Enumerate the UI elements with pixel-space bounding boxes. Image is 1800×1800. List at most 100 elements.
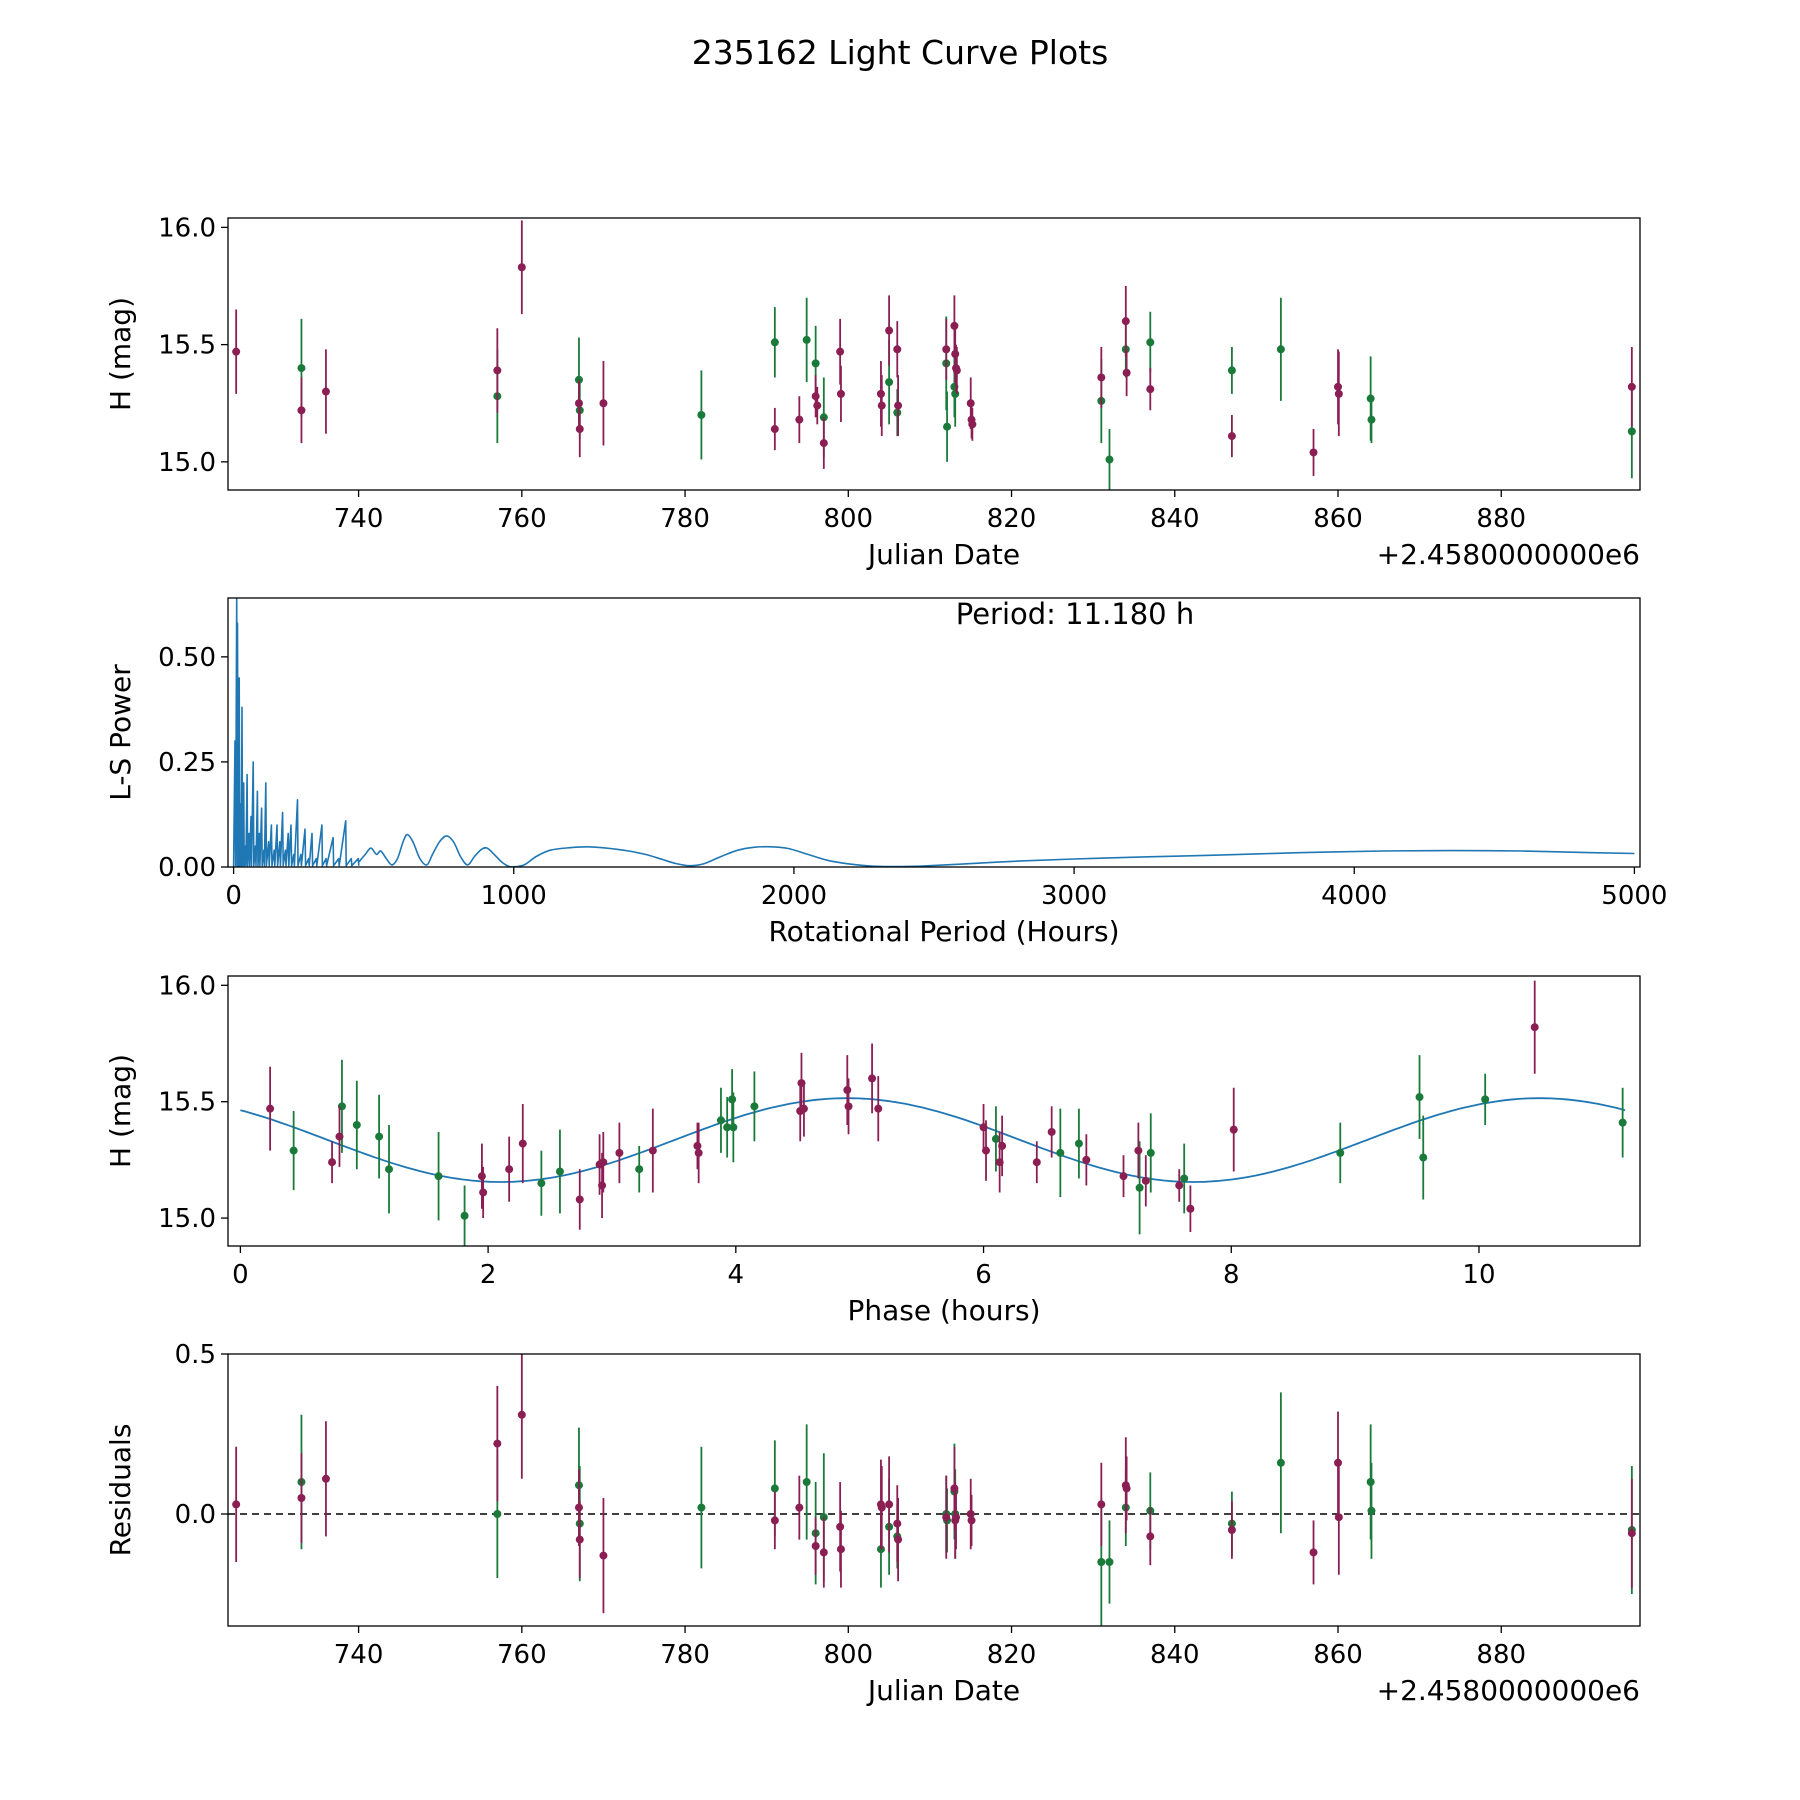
- data-point: [874, 1104, 883, 1113]
- data-point: [868, 1074, 877, 1083]
- data-point: [575, 425, 584, 434]
- data-point: [982, 1146, 991, 1155]
- x-axis-label: Julian Date: [866, 1674, 1020, 1707]
- x-tick-label: 3000: [1041, 881, 1107, 911]
- data-point: [1032, 1158, 1041, 1167]
- data-layer: [232, 220, 1636, 490]
- lightcurve-panel: 740 760 780 800 820 840 860 880 15.0 15.5 16.0 Juli…: [104, 213, 1641, 571]
- data-point: [770, 1516, 779, 1525]
- data-point: [885, 1500, 894, 1509]
- data-point: [1105, 455, 1114, 464]
- data-point: [352, 1120, 361, 1129]
- data-point: [460, 1211, 469, 1220]
- x-tick-label: 780: [660, 1640, 710, 1670]
- data-point: [1134, 1146, 1143, 1155]
- phased-panel: 0 2 4 6 8 10 15.0 15.5 16.0 Phase (hours) H (mag): [104, 971, 1641, 1327]
- data-point: [1309, 448, 1318, 457]
- model-fit-line: [240, 1097, 1626, 1183]
- data-point: [1122, 368, 1131, 377]
- period-annotation: Period: 11.180 h: [956, 597, 1195, 631]
- data-point: [942, 345, 951, 354]
- x-tick-label: 2: [480, 1260, 497, 1290]
- y-axis-label: H (mag): [104, 1054, 137, 1168]
- data-point: [795, 1503, 804, 1512]
- x-tick-label: 760: [497, 504, 547, 534]
- x-tick-label: 820: [987, 1640, 1037, 1670]
- data-point: [1141, 1176, 1150, 1185]
- data-point: [599, 1158, 608, 1167]
- data-point: [375, 1132, 384, 1141]
- y-tick-label: 16.0: [158, 971, 216, 1001]
- data-point: [1627, 427, 1636, 436]
- y-axis-label: L-S Power: [104, 664, 137, 801]
- residuals-panel: 740 760 780 800 820 840 860 880 0.0 0.5 Julian Dat…: [104, 1340, 1641, 1707]
- axes-frame: [227, 1353, 1641, 1627]
- x-tick-label: 4: [728, 1260, 745, 1290]
- data-point: [802, 1478, 811, 1486]
- x-tick-label: 5000: [1601, 881, 1667, 911]
- data-point: [493, 1439, 502, 1448]
- y-axis-label: H (mag): [104, 297, 137, 411]
- data-point: [1367, 415, 1376, 424]
- data-point: [1227, 1526, 1236, 1534]
- data-point: [297, 1494, 306, 1502]
- data-point: [297, 406, 306, 415]
- x-tick-label: 2000: [761, 881, 827, 911]
- data-point: [968, 420, 977, 429]
- data-point: [493, 366, 502, 375]
- data-point: [434, 1172, 443, 1181]
- data-point: [877, 401, 886, 410]
- data-layer: [266, 980, 1627, 1246]
- data-point: [1146, 1148, 1155, 1157]
- x-tick-label: 840: [1150, 504, 1200, 534]
- y-tick-label: 0.00: [158, 853, 216, 883]
- data-point: [1105, 1558, 1114, 1566]
- data-point: [477, 1172, 486, 1181]
- data-point: [1627, 1529, 1636, 1538]
- data-point: [952, 1513, 961, 1522]
- x-offset-text: +2.4580000000e6: [1377, 538, 1640, 571]
- data-point: [943, 422, 952, 431]
- data-point: [1074, 1139, 1083, 1148]
- data-point: [716, 1116, 725, 1125]
- data-point: [1175, 1181, 1184, 1190]
- data-point: [1121, 317, 1130, 326]
- data-point: [991, 1134, 1000, 1143]
- x-tick-label: 800: [823, 504, 873, 534]
- data-point: [1415, 1093, 1424, 1102]
- x-tick-label: 800: [823, 1640, 873, 1670]
- data-point: [1056, 1148, 1065, 1157]
- data-point: [505, 1165, 514, 1174]
- data-point: [1367, 1506, 1376, 1515]
- x-tick-label: 0: [225, 881, 242, 911]
- data-point: [819, 439, 828, 448]
- data-point: [770, 1484, 779, 1493]
- data-point: [843, 1086, 852, 1095]
- data-point: [813, 401, 822, 410]
- data-point: [811, 392, 820, 401]
- data-point: [289, 1146, 298, 1155]
- x-tick-label: 760: [497, 1640, 547, 1670]
- data-point: [575, 1195, 584, 1204]
- data-point: [1135, 1183, 1144, 1192]
- axes-frame: [227, 217, 1641, 491]
- x-tick-label: 10: [1462, 1260, 1495, 1290]
- series-r: [232, 1354, 1636, 1614]
- y-tick-label: 15.0: [158, 448, 216, 478]
- x-tick-label: 740: [334, 504, 384, 534]
- x-offset-text: +2.4580000000e6: [1377, 1674, 1640, 1707]
- data-point: [894, 401, 903, 410]
- data-point: [537, 1179, 546, 1188]
- x-tick-label: 820: [987, 504, 1037, 534]
- data-point: [615, 1148, 624, 1157]
- data-point: [1276, 345, 1285, 354]
- data-point: [635, 1165, 644, 1174]
- data-point: [885, 326, 894, 335]
- x-tick-label: 880: [1476, 504, 1526, 534]
- data-point: [1334, 389, 1343, 398]
- data-point: [1119, 1172, 1128, 1181]
- data-point: [479, 1188, 488, 1197]
- x-tick-label: 860: [1313, 1640, 1363, 1670]
- data-point: [1146, 338, 1155, 347]
